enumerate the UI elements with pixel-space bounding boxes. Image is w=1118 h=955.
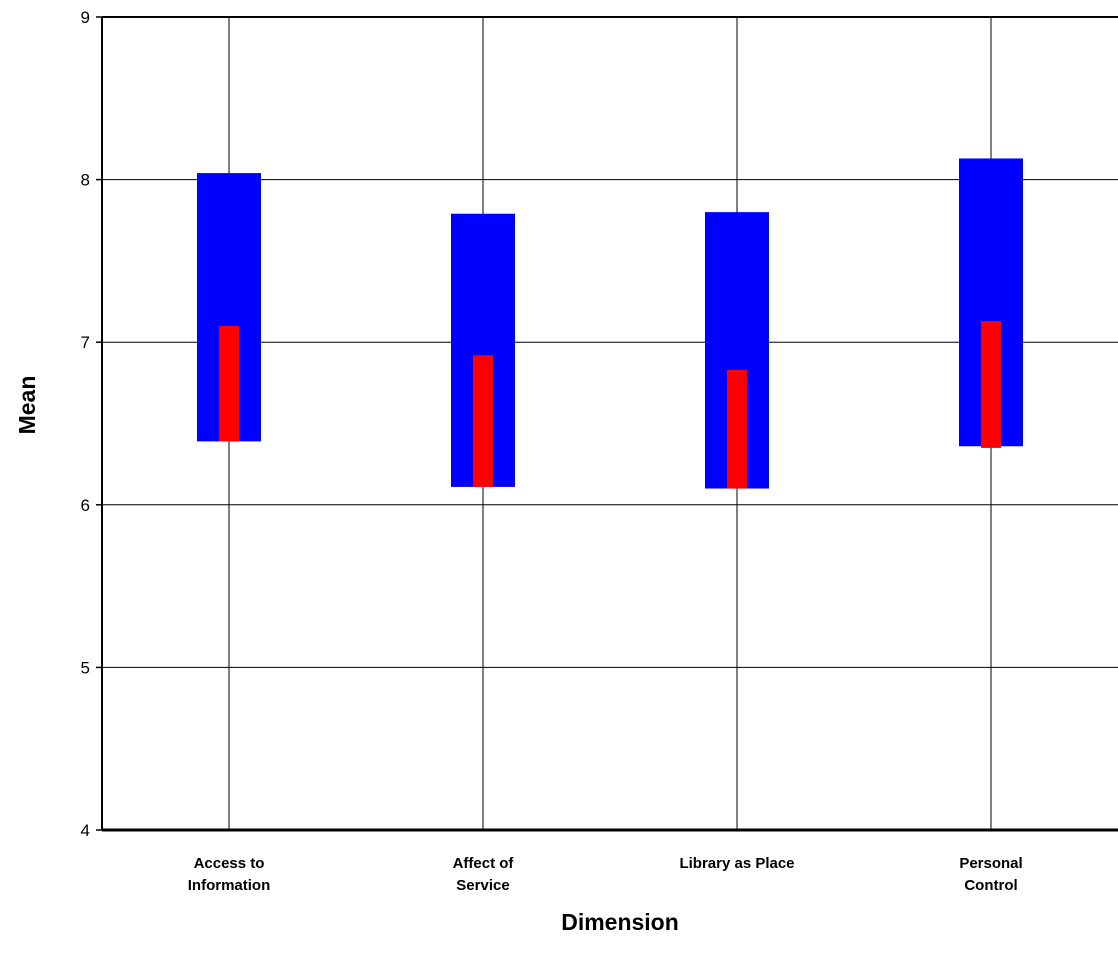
y-tick-labels: 4 5 6 7 8 9 xyxy=(81,8,90,840)
axes xyxy=(96,16,1118,832)
y-tick-label: 4 xyxy=(81,821,90,840)
y-tick-label: 6 xyxy=(81,496,90,515)
range-bar xyxy=(473,355,493,487)
range-bar xyxy=(981,321,1001,448)
x-category-labels: Access to Information Affect of Service Libr… xyxy=(188,855,1023,894)
range-bar xyxy=(727,369,747,489)
x-category-label: Affect of Service xyxy=(453,855,515,894)
x-axis-title: Dimension xyxy=(561,909,679,935)
bars xyxy=(197,158,1023,489)
range-bar xyxy=(219,325,239,442)
y-tick-label: 7 xyxy=(81,333,90,352)
y-axis-title: Mean xyxy=(14,376,40,435)
x-category-label: Personal Control xyxy=(959,855,1022,894)
x-category-label: Library as Place xyxy=(679,855,794,872)
y-tick-label: 5 xyxy=(81,658,90,677)
y-tick-label: 9 xyxy=(81,8,90,27)
x-category-label: Access to Information xyxy=(188,855,271,894)
y-tick-label: 8 xyxy=(81,171,90,190)
